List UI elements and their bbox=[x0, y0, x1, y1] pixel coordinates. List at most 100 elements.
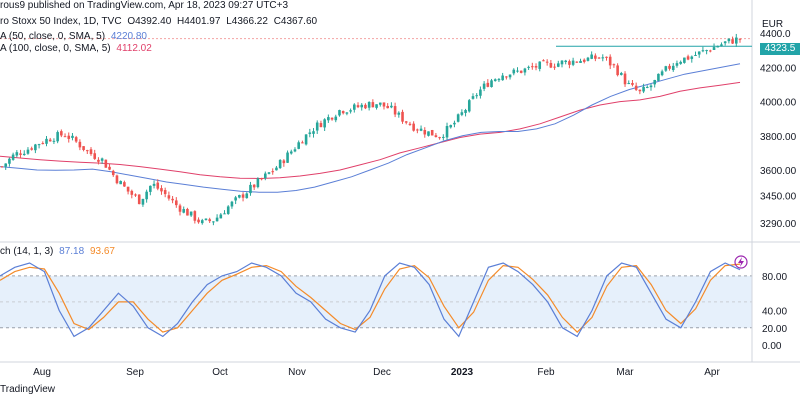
candle-up bbox=[226, 206, 230, 214]
candle-down bbox=[412, 123, 415, 131]
candle-down bbox=[126, 186, 130, 192]
candle-down bbox=[519, 70, 523, 73]
candle-down bbox=[301, 142, 304, 144]
candle-up bbox=[556, 63, 560, 67]
candle-down bbox=[123, 182, 126, 187]
candle-up bbox=[204, 218, 208, 220]
candle-down bbox=[709, 50, 712, 52]
ma100-line bbox=[0, 81, 741, 180]
stoch-tick-label: 80.00 bbox=[762, 272, 787, 283]
lightning-icon[interactable] bbox=[734, 255, 748, 269]
candle-up bbox=[464, 110, 467, 113]
candle-up bbox=[675, 63, 679, 66]
candle-down bbox=[171, 198, 174, 201]
ma100-legend[interactable]: A (100, close, 0, SMA, 5) 4112.02 bbox=[0, 43, 155, 54]
candle-up bbox=[571, 60, 575, 65]
candle-down bbox=[631, 83, 634, 85]
candle-down bbox=[241, 194, 245, 198]
candle-down bbox=[163, 190, 167, 195]
candle-down bbox=[167, 195, 171, 199]
price-tick-label: 4000.00 bbox=[760, 98, 797, 109]
candle-down bbox=[534, 66, 538, 68]
stoch-legend[interactable]: ch (14, 1, 3) 87.18 93.67 bbox=[0, 246, 118, 257]
candle-down bbox=[260, 178, 263, 180]
candle-up bbox=[538, 61, 542, 69]
candle-up bbox=[286, 152, 289, 163]
candle-up bbox=[200, 220, 204, 224]
candle-down bbox=[582, 59, 586, 62]
ma50-legend[interactable]: A (50, close, 0, SMA, 5) 4220.80 bbox=[0, 31, 150, 42]
candle-up bbox=[516, 70, 519, 72]
candle-up bbox=[471, 96, 475, 99]
candle-down bbox=[638, 89, 642, 92]
candle-up bbox=[564, 60, 567, 62]
candle-down bbox=[48, 139, 52, 142]
candle-up bbox=[419, 128, 423, 131]
ma100-label: A (100, close, 0, SMA, 5) bbox=[0, 43, 111, 54]
candle-up bbox=[657, 73, 660, 81]
candle-up bbox=[223, 213, 226, 215]
candle-down bbox=[542, 60, 545, 62]
candle-up bbox=[390, 105, 393, 108]
candle-up bbox=[645, 86, 649, 88]
candle-up bbox=[560, 60, 564, 65]
candle-up bbox=[508, 74, 512, 78]
candle-up bbox=[367, 101, 371, 108]
candle-up bbox=[100, 158, 104, 161]
candle-down bbox=[0, 166, 4, 168]
candle-up bbox=[445, 126, 449, 138]
candle-down bbox=[104, 159, 108, 168]
candle-down bbox=[549, 62, 553, 68]
candle-down bbox=[423, 129, 427, 135]
candle-up bbox=[189, 211, 193, 216]
candle-up bbox=[453, 122, 456, 125]
candle-up bbox=[45, 138, 48, 144]
candle-down bbox=[197, 219, 200, 223]
candle-down bbox=[434, 135, 438, 138]
candle-down bbox=[341, 111, 345, 114]
ma50-value: 4220.80 bbox=[110, 31, 147, 42]
time-tick-label: Mar bbox=[616, 367, 634, 378]
candle-down bbox=[89, 149, 93, 155]
symbol-name[interactable]: ro Stoxx 50 Index, 1D, TVC bbox=[0, 16, 122, 27]
candle-up bbox=[683, 57, 686, 63]
candle-down bbox=[594, 55, 597, 59]
candle-down bbox=[85, 150, 89, 152]
publisher-line: rous9 published on TradingView.com, Apr … bbox=[0, 0, 291, 11]
candle-up bbox=[590, 54, 593, 59]
candle-up bbox=[501, 75, 504, 81]
candle-up bbox=[238, 195, 241, 198]
last-price-tag: 4323.5 bbox=[760, 43, 800, 55]
tradingview-brand[interactable]: TradingView bbox=[0, 384, 55, 395]
ma50-line bbox=[0, 63, 741, 193]
candle-down bbox=[393, 106, 397, 115]
lightning-icon-bolt bbox=[738, 257, 744, 267]
candle-up bbox=[482, 83, 486, 89]
candle-down bbox=[193, 211, 197, 221]
ohlc-close: C4367.60 bbox=[273, 16, 318, 27]
candle-up bbox=[349, 110, 352, 112]
candle-up bbox=[653, 79, 657, 85]
candle-up bbox=[690, 56, 694, 59]
candle-up bbox=[149, 185, 152, 192]
candle-up bbox=[456, 114, 460, 122]
brand-text: TradingView bbox=[0, 384, 56, 395]
candle-down bbox=[175, 200, 178, 206]
candle-down bbox=[416, 129, 419, 131]
candle-down bbox=[41, 143, 45, 145]
candle-down bbox=[553, 66, 556, 68]
candle-up bbox=[449, 125, 453, 128]
stoch-tick-label: 20.00 bbox=[762, 324, 787, 335]
ohlc-open: O4392.40 bbox=[127, 16, 172, 27]
candle-down bbox=[319, 123, 323, 128]
ma50-label: A (50, close, 0, SMA, 5) bbox=[0, 31, 106, 42]
lightning-icon-ring bbox=[734, 255, 748, 269]
candle-down bbox=[364, 104, 367, 109]
candle-up bbox=[338, 110, 341, 116]
candle-up bbox=[323, 119, 326, 128]
candle-up bbox=[527, 66, 530, 68]
candle-up bbox=[620, 73, 623, 75]
ohlc-low: L4366.22 bbox=[226, 16, 268, 27]
candle-up bbox=[245, 193, 249, 199]
candle-down bbox=[178, 205, 182, 212]
